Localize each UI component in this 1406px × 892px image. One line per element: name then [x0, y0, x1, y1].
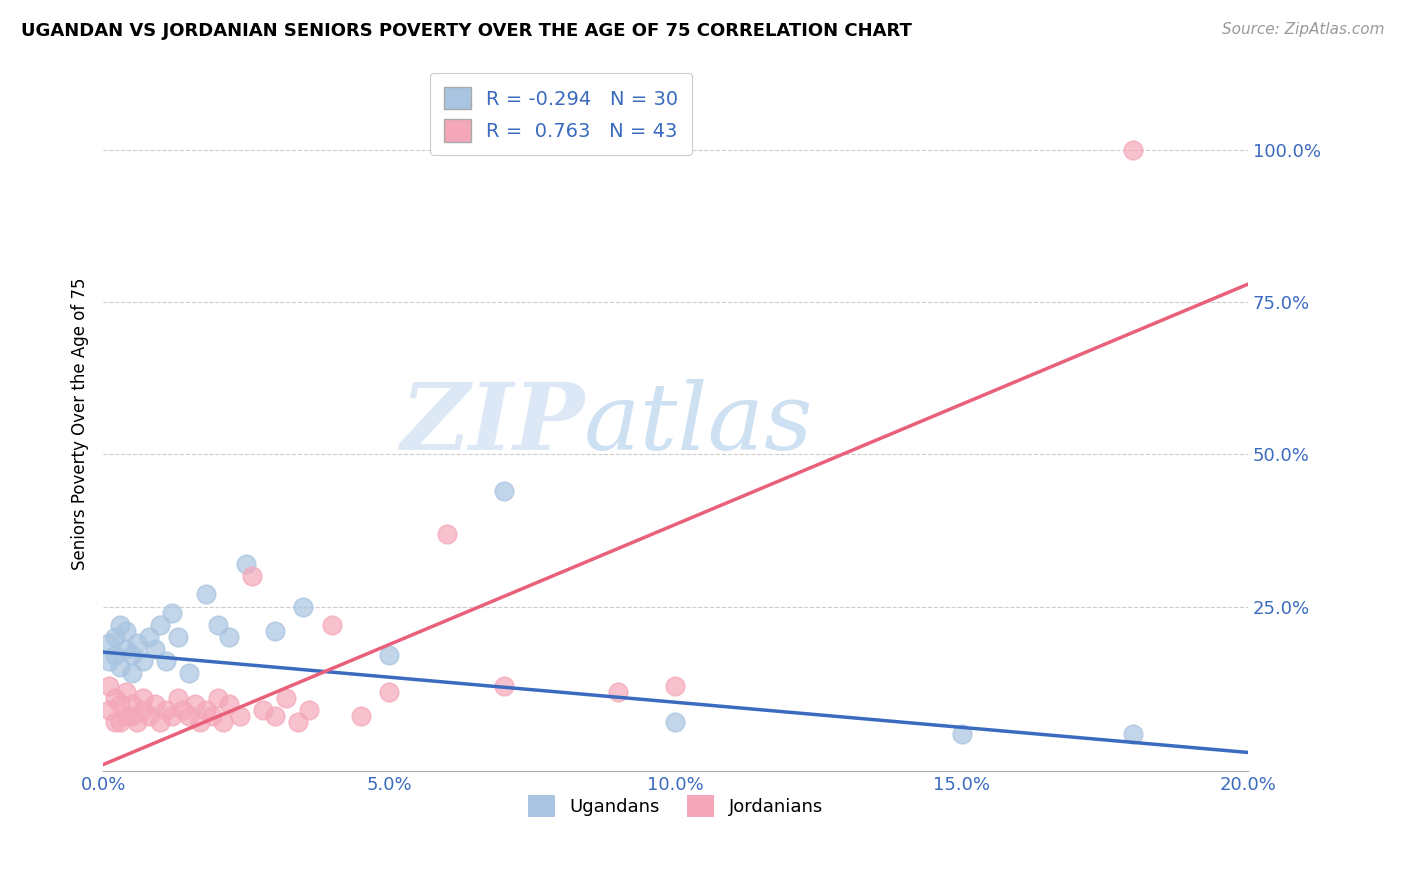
Point — [103, 714, 125, 729]
Point — [1122, 144, 1144, 158]
Point — [212, 714, 235, 729]
Point — [97, 679, 120, 693]
Point — [110, 660, 132, 674]
Point — [149, 617, 172, 632]
Text: atlas: atlas — [583, 379, 814, 469]
Text: ZIP: ZIP — [399, 379, 583, 469]
Point — [103, 630, 125, 644]
Point — [207, 690, 229, 705]
Point — [190, 714, 212, 729]
Point — [177, 666, 200, 681]
Point — [218, 630, 240, 644]
Text: UGANDAN VS JORDANIAN SENIORS POVERTY OVER THE AGE OF 75 CORRELATION CHART: UGANDAN VS JORDANIAN SENIORS POVERTY OVE… — [21, 22, 912, 40]
Point — [177, 709, 200, 723]
Point — [132, 654, 155, 668]
Point — [201, 709, 224, 723]
Point — [378, 648, 401, 662]
Point — [607, 684, 630, 698]
Point — [97, 654, 120, 668]
Point — [127, 636, 149, 650]
Point — [155, 654, 177, 668]
Point — [252, 703, 274, 717]
Point — [115, 684, 138, 698]
Point — [138, 709, 160, 723]
Y-axis label: Seniors Poverty Over the Age of 75: Seniors Poverty Over the Age of 75 — [72, 277, 89, 570]
Point — [103, 648, 125, 662]
Point — [263, 709, 285, 723]
Point — [115, 709, 138, 723]
Point — [121, 697, 143, 711]
Point — [121, 648, 143, 662]
Point — [218, 697, 240, 711]
Point — [298, 703, 321, 717]
Point — [195, 703, 218, 717]
Point — [115, 624, 138, 638]
Point — [138, 630, 160, 644]
Point — [155, 703, 177, 717]
Point — [166, 630, 188, 644]
Point — [1122, 727, 1144, 741]
Point — [110, 714, 132, 729]
Point — [97, 636, 120, 650]
Point — [492, 679, 515, 693]
Point — [321, 617, 343, 632]
Point — [97, 703, 120, 717]
Point — [132, 690, 155, 705]
Point — [229, 709, 252, 723]
Text: Source: ZipAtlas.com: Source: ZipAtlas.com — [1222, 22, 1385, 37]
Point — [276, 690, 298, 705]
Point — [110, 617, 132, 632]
Point — [121, 709, 143, 723]
Point — [350, 709, 373, 723]
Point — [143, 642, 166, 657]
Point — [292, 599, 315, 614]
Point — [378, 684, 401, 698]
Point — [287, 714, 309, 729]
Point — [103, 690, 125, 705]
Point — [166, 690, 188, 705]
Point — [240, 569, 263, 583]
Point — [160, 709, 183, 723]
Point — [160, 606, 183, 620]
Point — [195, 587, 218, 601]
Legend: Ugandans, Jordanians: Ugandans, Jordanians — [520, 788, 830, 824]
Point — [436, 526, 458, 541]
Point — [183, 697, 205, 711]
Point — [149, 714, 172, 729]
Point — [127, 714, 149, 729]
Point — [132, 703, 155, 717]
Point — [121, 666, 143, 681]
Point — [207, 617, 229, 632]
Point — [115, 642, 138, 657]
Point — [235, 557, 257, 571]
Point — [110, 697, 132, 711]
Point — [664, 714, 686, 729]
Point — [263, 624, 285, 638]
Point — [950, 727, 973, 741]
Point — [143, 697, 166, 711]
Point — [172, 703, 194, 717]
Point — [664, 679, 686, 693]
Point — [492, 483, 515, 498]
